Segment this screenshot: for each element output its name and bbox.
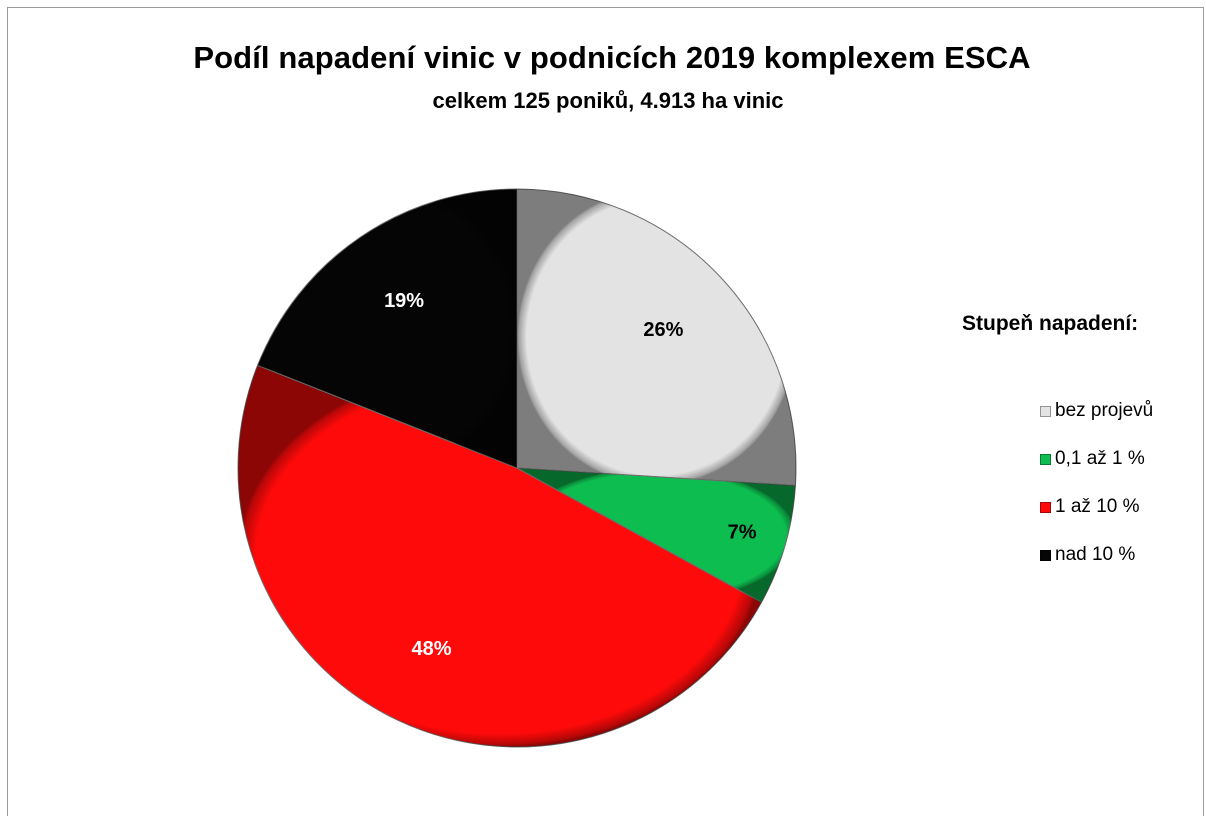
legend-swatch-0 <box>1040 405 1051 417</box>
chart-subtitle: celkem 125 poniků, 4.913 ha vinic <box>432 88 784 113</box>
legend-label-2: 1 až 10 % <box>1055 496 1140 517</box>
pie-slice-bevel-3 <box>257 189 517 468</box>
legend-label-3: nad 10 % <box>1055 544 1136 565</box>
legend-swatch-3 <box>1040 549 1051 561</box>
slice-data-label-1: 7% <box>728 522 757 544</box>
chart-title: Podíl napadení vinic v podnicích 2019 ko… <box>193 40 1031 75</box>
legend: bez projevů 0,1 až 1 % 1 až 10 % nad 10 % <box>1040 387 1153 579</box>
pie-slice-bevel-0 <box>517 189 796 486</box>
legend-swatch-1 <box>1040 453 1051 465</box>
legend-item-0: bez projevů <box>1040 387 1153 435</box>
slice-data-label-0: 26% <box>643 319 683 341</box>
legend-item-2: 1 až 10 % <box>1040 483 1153 531</box>
legend-title: Stupeň napadení: <box>962 312 1139 335</box>
pie-slice-bevel-2 <box>237 365 762 747</box>
legend-label-0: bez projevů <box>1055 400 1154 421</box>
legend-item-3: nad 10 % <box>1040 531 1153 579</box>
legend-swatch-2 <box>1040 501 1051 513</box>
legend-item-1: 0,1 až 1 % <box>1040 435 1153 483</box>
pie-slice-bevel-1 <box>517 468 796 603</box>
slice-data-label-3: 19% <box>384 290 424 312</box>
slice-data-label-2: 48% <box>411 638 451 660</box>
legend-label-1: 0,1 až 1 % <box>1055 448 1145 469</box>
